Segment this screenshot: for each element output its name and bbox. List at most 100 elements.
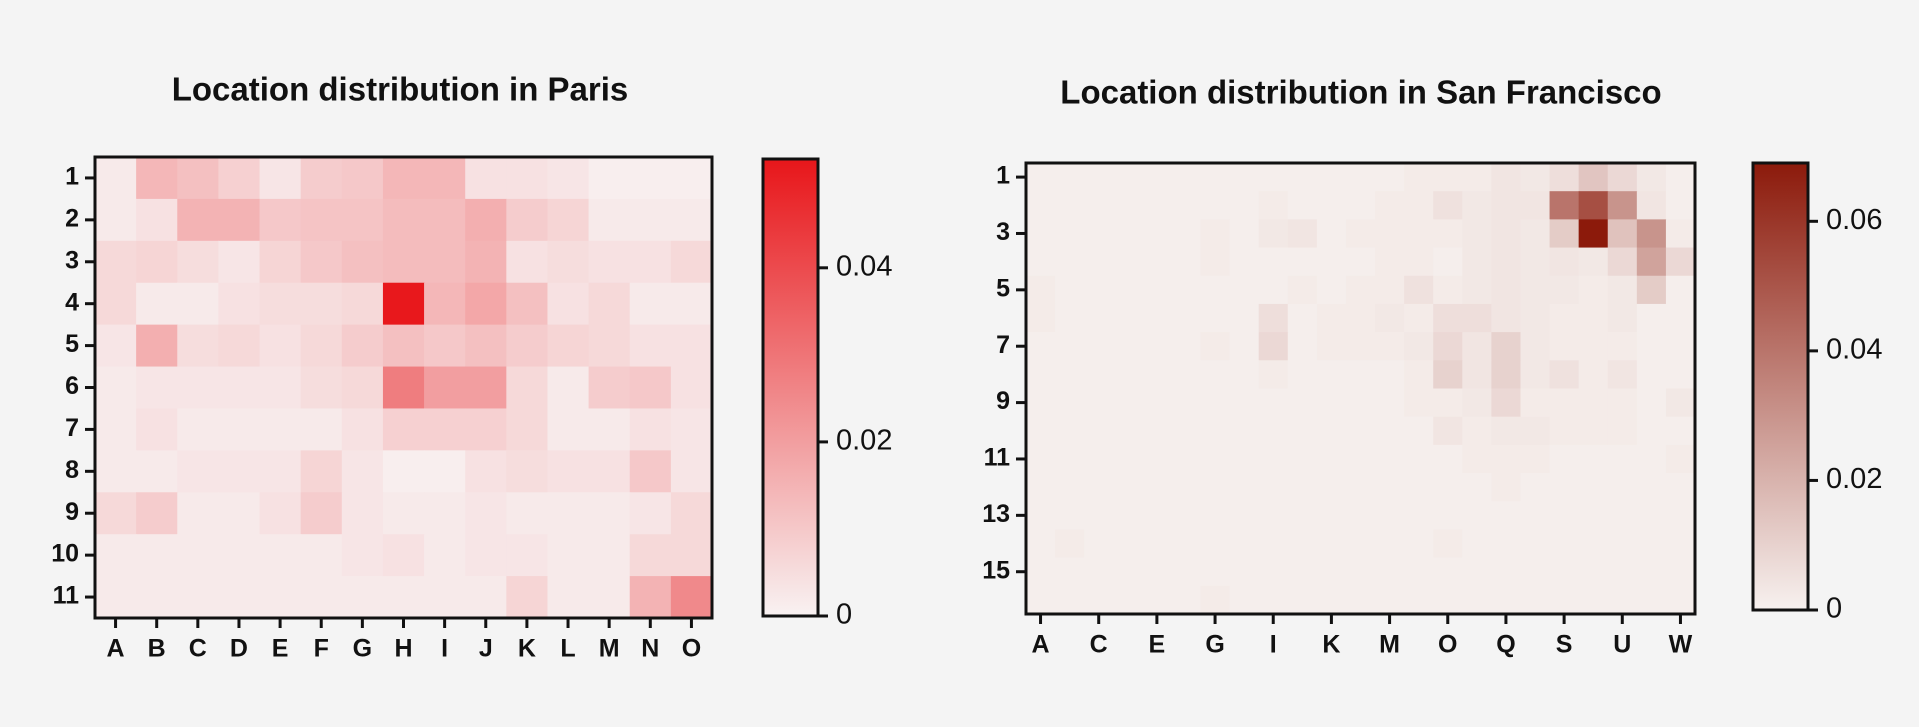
heat-cell xyxy=(1026,501,1056,531)
y-tick-label: 11 xyxy=(53,582,80,610)
heat-cell xyxy=(341,408,384,451)
heat-cell xyxy=(1171,163,1202,192)
heat-cell xyxy=(1520,529,1551,559)
y-tick-label: 3 xyxy=(996,218,1010,246)
heat-cell xyxy=(1520,388,1551,418)
y-tick-label: 5 xyxy=(65,330,79,358)
heat-cell xyxy=(465,450,507,493)
heat-cell xyxy=(1578,473,1609,502)
heat-cell xyxy=(588,492,631,535)
heat-cell xyxy=(341,198,384,242)
heat-cell xyxy=(506,534,549,577)
heat-cell xyxy=(1055,303,1085,333)
heat-cell xyxy=(1607,501,1638,531)
heat-cell xyxy=(1345,501,1376,531)
chart-title: Location distribution in Paris xyxy=(172,71,629,108)
heat-cell xyxy=(1345,388,1376,418)
heat-cell xyxy=(1055,585,1085,615)
heat-cell xyxy=(259,366,302,410)
heat-cell xyxy=(1200,585,1231,615)
heat-cell xyxy=(1345,585,1376,615)
heat-cell xyxy=(1578,332,1609,361)
heat-cell xyxy=(1462,473,1492,502)
heat-cell xyxy=(1491,557,1522,587)
heat-cell xyxy=(1287,275,1318,305)
heat-cell xyxy=(1084,557,1114,587)
heat-cell xyxy=(1375,529,1405,559)
heat-cell xyxy=(465,492,507,535)
heat-cell xyxy=(1055,360,1085,390)
heat-cell xyxy=(95,450,137,493)
x-tick-label: S xyxy=(1556,631,1573,659)
heat-cell xyxy=(1084,163,1114,192)
heat-cell xyxy=(1607,303,1638,333)
x-tick-label: A xyxy=(1032,631,1050,659)
heat-cell xyxy=(218,492,261,535)
heat-cell xyxy=(1345,219,1376,249)
heat-cell xyxy=(1055,275,1085,305)
heat-cell xyxy=(177,366,219,410)
heat-cell xyxy=(1578,163,1609,192)
heat-cell xyxy=(136,198,178,242)
heat-cell xyxy=(136,157,178,200)
x-tick-label: F xyxy=(314,635,329,663)
heat-cell xyxy=(1142,444,1173,474)
heat-cell xyxy=(1404,585,1434,615)
colorbar-tick-label: 0.02 xyxy=(836,425,892,457)
heat-cell xyxy=(1200,360,1231,390)
heat-cell xyxy=(1636,473,1667,502)
heat-cell xyxy=(95,324,137,368)
heat-cell xyxy=(547,492,590,535)
heat-cell xyxy=(300,282,343,326)
heat-cell xyxy=(1491,473,1522,502)
heat-cell xyxy=(1316,585,1347,615)
heat-cell xyxy=(1462,416,1492,446)
heat-cell xyxy=(1520,557,1551,587)
heat-cell xyxy=(1578,416,1609,446)
heat-cell xyxy=(1404,219,1434,249)
heat-cell xyxy=(1316,501,1347,531)
heat-cell xyxy=(1113,303,1143,333)
heat-cell xyxy=(506,240,549,284)
heat-cell xyxy=(1520,444,1551,474)
heat-cell xyxy=(1549,585,1580,615)
x-tick-label: M xyxy=(1379,631,1400,659)
x-tick-label: E xyxy=(272,635,289,663)
heat-cell xyxy=(1142,557,1173,587)
heat-cell xyxy=(1462,247,1492,277)
plot-frame xyxy=(1024,161,1697,616)
heat-cell xyxy=(465,408,507,451)
heat-cell xyxy=(1258,501,1289,531)
heat-cell xyxy=(1258,473,1289,502)
heat-cell xyxy=(1607,473,1638,502)
heat-cell xyxy=(1462,529,1492,559)
heat-cell xyxy=(1665,444,1696,474)
heat-cell xyxy=(1200,303,1231,333)
heat-cell xyxy=(382,157,425,200)
heat-cell xyxy=(1171,219,1202,249)
heat-cell xyxy=(1375,191,1405,220)
heat-cell xyxy=(259,157,302,200)
heat-cell xyxy=(1665,529,1696,559)
heat-cell xyxy=(1084,416,1114,446)
heat-cell xyxy=(1113,388,1143,418)
heat-cell xyxy=(629,157,672,200)
heat-cell xyxy=(1345,557,1376,587)
heat-cell xyxy=(1171,529,1202,559)
heat-cell xyxy=(1607,416,1638,446)
heat-cell xyxy=(1171,191,1202,220)
heat-cell xyxy=(1665,557,1696,587)
heat-cell xyxy=(1578,585,1609,615)
heat-cell xyxy=(1607,191,1638,220)
heat-cell xyxy=(136,366,178,410)
heat-cell xyxy=(1345,473,1376,502)
heat-cell xyxy=(670,157,713,200)
heat-cell xyxy=(1258,332,1289,361)
heat-cell xyxy=(1258,275,1289,305)
heat-cell xyxy=(1200,473,1231,502)
heat-cell xyxy=(1636,529,1667,559)
heat-cell xyxy=(1316,416,1347,446)
heat-cell xyxy=(1055,557,1085,587)
heat-cell xyxy=(588,534,631,577)
heat-cell xyxy=(1113,416,1143,446)
